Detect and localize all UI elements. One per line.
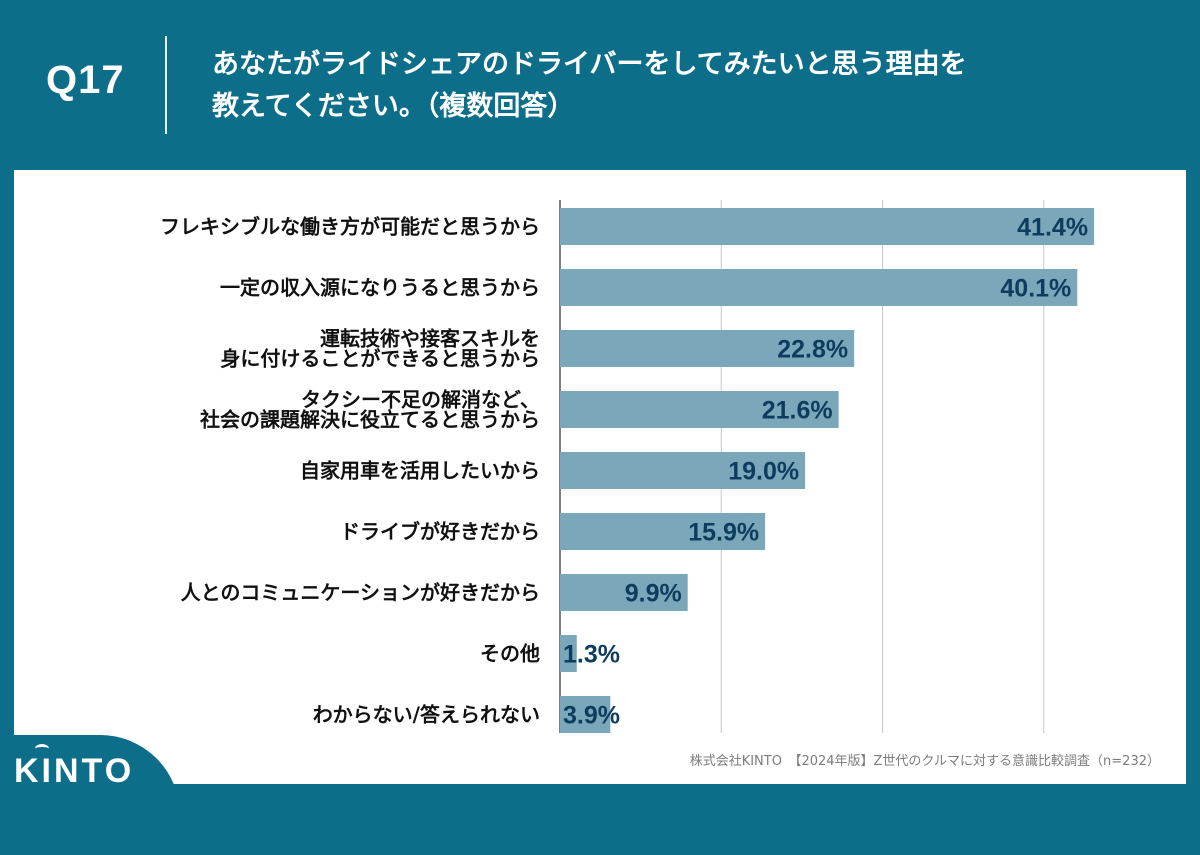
bar-chart: フレキシブルな働き方が可能だと思うから 41.4% 一定の収入源になりうると思うから… (160, 200, 1095, 733)
question-number: Q17 (46, 58, 125, 102)
category-label: 一定の収入源になりうると思うから (220, 276, 540, 300)
bar (560, 452, 806, 489)
value-label: 40.1% (1000, 275, 1071, 303)
category-label: 人とのコミュニケーションが好きだから (181, 581, 540, 605)
value-label: 3.9% (563, 702, 620, 730)
category-label: その他 (480, 642, 540, 666)
logo-mark-icon (35, 744, 49, 753)
value-label: 21.6% (762, 397, 833, 425)
category-label: 運転技術や接客スキルを (320, 327, 540, 351)
category-label: タクシー不足の解消など、 (301, 388, 540, 412)
question-header: Q17 あなたがライドシェアのドライバーをしてみたいと思う理由を 教えてください… (0, 0, 1200, 170)
bar (560, 696, 611, 733)
bar (560, 391, 839, 428)
value-label: 19.0% (728, 458, 799, 486)
category-label: 自家用車を活用したいから (300, 459, 540, 483)
category-label: フレキシブルな働き方が可能だと思うから (160, 215, 540, 239)
category-label: 社会の課題解決に役立てると思うから (199, 408, 540, 432)
bar (560, 269, 1078, 306)
header-divider (165, 36, 167, 134)
value-label: 9.9% (625, 580, 682, 608)
bottom-band (0, 784, 1200, 800)
bar (560, 513, 766, 550)
value-label: 41.4% (1017, 214, 1088, 242)
value-label: 15.9% (688, 519, 759, 547)
source-note: 株式会社KINTO 【2024年版】Z世代のクルマに対する意識比較調査（n=23… (689, 754, 1160, 769)
bar (560, 208, 1095, 245)
category-label: ドライブが好きだから (340, 520, 540, 544)
kinto-logo: KINTO (14, 752, 135, 790)
value-label: 1.3% (563, 641, 620, 669)
bar (560, 635, 577, 672)
bar (560, 574, 688, 611)
bar (560, 330, 855, 367)
question-title-line-2: 教えてください。（複数回答） (212, 91, 575, 122)
chart-panel: フレキシブルな働き方が可能だと思うから 41.4% 一定の収入源になりうると思うから… (14, 170, 1186, 784)
category-label: わからない/答えられない (313, 703, 540, 727)
question-title: あなたがライドシェアのドライバーをしてみたいと思う理由を 教えてください。（複数… (212, 44, 1112, 128)
value-label: 22.8% (777, 336, 848, 364)
question-title-line-1: あなたがライドシェアのドライバーをしてみたいと思う理由を (212, 49, 967, 80)
category-label: 身に付けることができると思うから (220, 347, 540, 371)
